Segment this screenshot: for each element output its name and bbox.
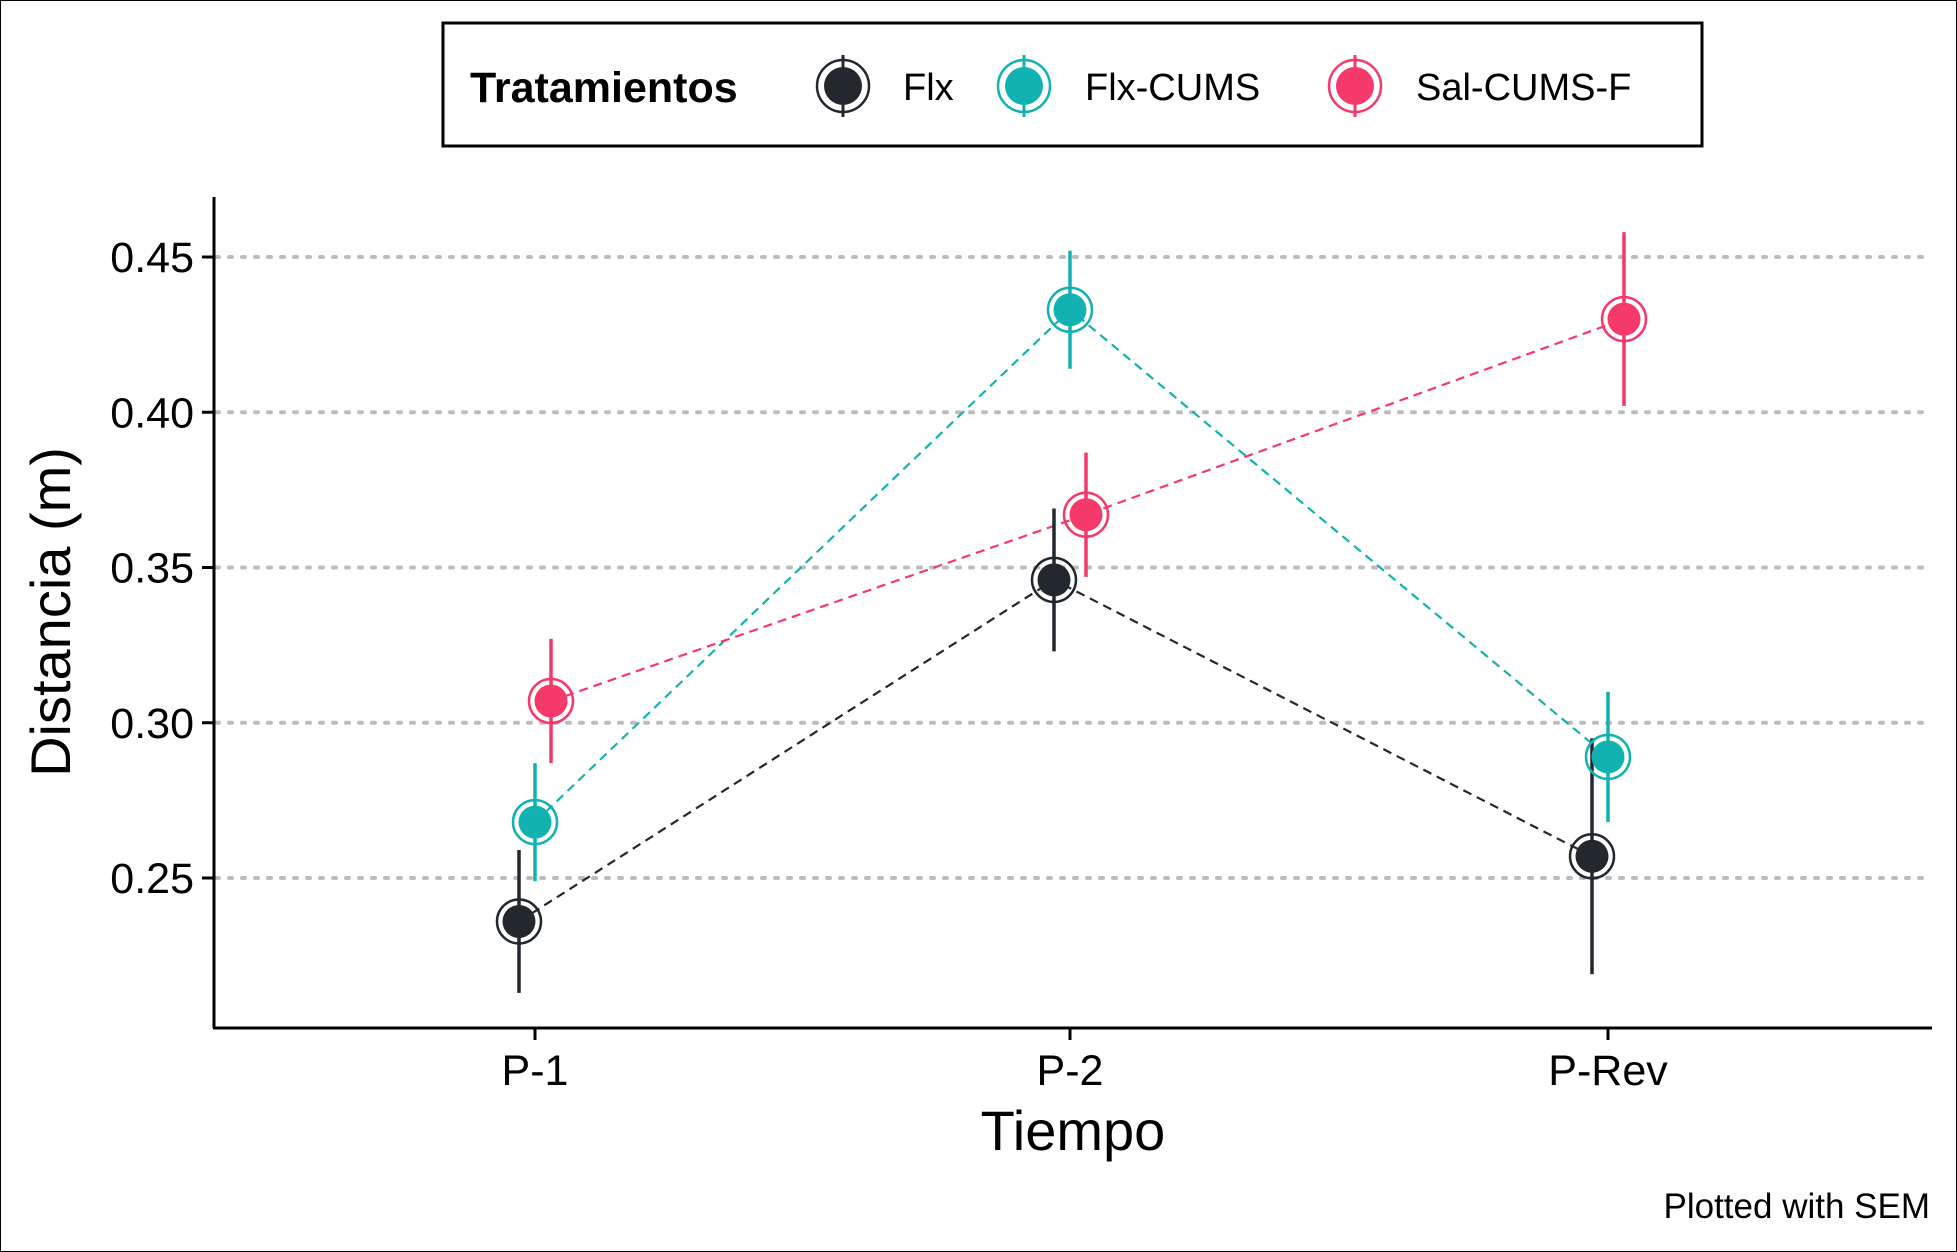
- data-point-flx-cums: [1053, 293, 1087, 327]
- legend-key-dot-flx-cums: [1005, 67, 1043, 105]
- legend-label-sal-cums-f: Sal-CUMS-F: [1416, 67, 1631, 109]
- data-point-flx: [502, 904, 536, 938]
- legend-key-dot-sal-cums-f: [1336, 67, 1374, 105]
- data-point-flx-cums: [518, 805, 552, 839]
- point-ring-flx: [1568, 833, 1616, 880]
- point-ring-sal-cums-f: [1062, 491, 1110, 538]
- y-tick-label: 0.30: [110, 700, 194, 748]
- x-tick-label: P-1: [502, 1047, 569, 1095]
- x-ticks: P-1 P-2 P-Rev: [502, 1028, 1668, 1095]
- data-point-sal-cums-f: [1069, 498, 1103, 532]
- caption: Plotted with SEM: [1664, 1187, 1931, 1226]
- series-points: [495, 232, 1648, 993]
- data-point-flx: [1575, 839, 1609, 873]
- data-point-sal-cums-f: [534, 684, 568, 718]
- legend-label-flx: Flx: [903, 67, 954, 109]
- series-line-sal-cums-f: [550, 318, 1625, 703]
- point-ring-flx: [1030, 556, 1078, 604]
- y-tick-label: 0.40: [110, 389, 194, 437]
- data-point-flx: [1037, 563, 1071, 597]
- y-tick-label: 0.25: [110, 855, 194, 903]
- legend-key-ring-flx-cums: [996, 58, 1052, 114]
- point-ring-sal-cums-f: [1600, 295, 1648, 343]
- legend: Tratamientos Flx Flx-CUMS Sal-CUMS-F: [441, 21, 1704, 148]
- legend-items: Flx Flx-CUMS Sal-CUMS-F: [815, 55, 1631, 117]
- y-ticks: 0.25 0.30 0.35 0.40 0.45: [110, 234, 214, 903]
- legend-label-flx-cums: Flx-CUMS: [1085, 67, 1260, 109]
- series-lines: [518, 308, 1625, 923]
- point-ring-flx: [495, 898, 543, 945]
- x-tick-label: P-2: [1037, 1047, 1104, 1095]
- data-point-sal-cums-f: [1607, 302, 1641, 336]
- point-ring-sal-cums-f: [527, 677, 575, 725]
- point-ring-flx-cums: [1584, 733, 1632, 781]
- legend-key-dot-flx: [824, 67, 862, 105]
- legend-title: Tratamientos: [470, 64, 738, 112]
- y-axis-title: Distancia (m): [19, 447, 82, 777]
- legend-key-ring-sal-cums-f: [1327, 58, 1383, 114]
- data-point-flx-cums: [1591, 740, 1625, 774]
- point-ring-flx-cums: [511, 798, 559, 846]
- x-tick-label: P-Rev: [1548, 1047, 1668, 1095]
- y-tick-label: 0.45: [110, 234, 194, 282]
- grid-lines: [214, 255, 1934, 880]
- point-ring-flx-cums: [1046, 286, 1094, 334]
- y-tick-label: 0.35: [110, 545, 194, 593]
- x-axis-title: Tiempo: [981, 1099, 1166, 1162]
- legend-box: [441, 21, 1704, 148]
- legend-key-ring-flx: [815, 58, 871, 114]
